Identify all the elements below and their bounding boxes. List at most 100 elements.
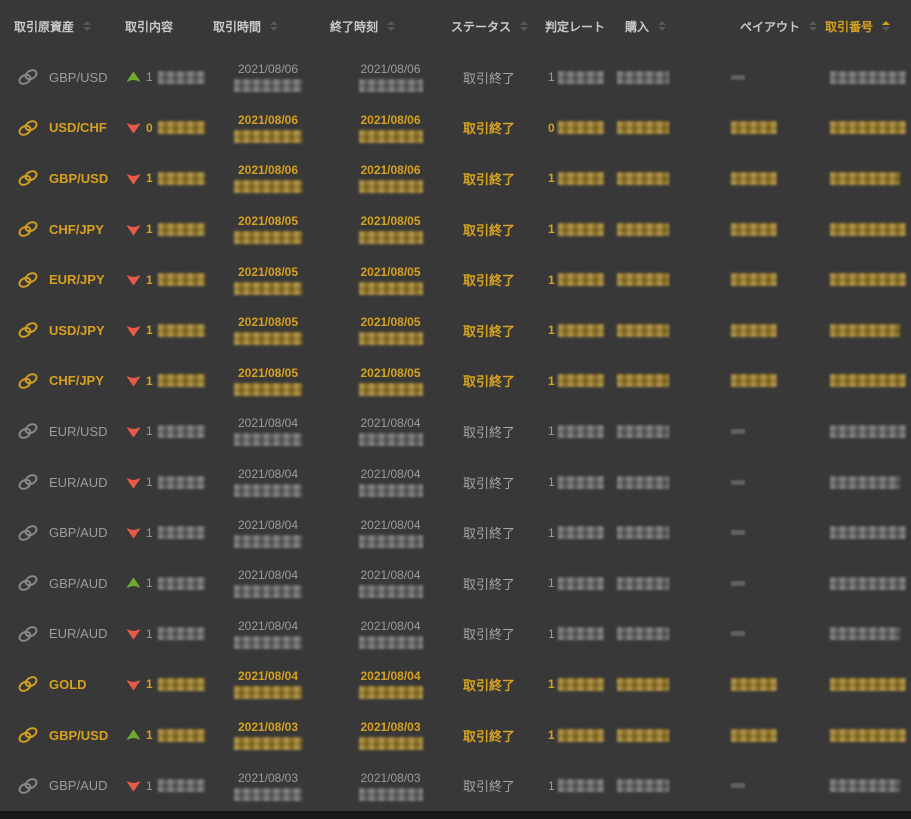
currency-pair-icon [18,322,38,339]
sort-icon[interactable] [270,21,279,31]
redacted-value [830,526,906,540]
redacted-value [830,222,906,236]
trade-content-cell: 1 [118,778,205,793]
payout-cell [725,428,820,434]
end-time-cell: 2021/08/06 [323,62,445,93]
sort-icon[interactable] [83,21,92,31]
table-row: CHF/JPY 1 2021/08/05 2021/08/05 取引終了 1 [0,204,911,255]
trade-time-cell: 2021/08/04 [205,669,323,700]
redacted-time [234,787,302,801]
payout-cell [725,580,820,586]
trade-date: 2021/08/04 [237,517,299,532]
content-rate-prefix: 1 [146,222,153,237]
asset-cell: GBP/USD [0,68,118,86]
sort-icon[interactable] [387,21,396,31]
content-rate-prefix: 1 [146,323,153,338]
asset-label: GBP/USD [49,69,108,85]
redacted-value [157,273,205,287]
redacted-value [830,374,906,388]
redacted-value [830,171,900,185]
column-header-label: ペイアウト [740,19,801,34]
column-header-payout[interactable]: ペイアウト [725,18,820,35]
redacted-time [234,534,302,548]
content-rate-prefix: 1 [146,626,153,641]
redacted-value [157,475,205,489]
asset-cell: GOLD [0,675,118,693]
redacted-time [234,231,302,245]
rate-prefix: 1 [548,576,555,591]
down-arrow-icon [127,376,140,387]
redacted-value [617,374,669,388]
sort-icon-active-asc[interactable] [882,21,891,31]
trade-number-cell [820,526,911,540]
trade-date: 2021/08/04 [237,568,299,583]
sort-icon[interactable] [658,21,667,31]
content-rate-prefix: 1 [146,475,153,490]
trade-time-cell: 2021/08/04 [205,518,323,548]
trade-content-cell: 1 [118,424,205,439]
redacted-value [617,222,669,236]
rate-prefix: 1 [548,272,555,287]
status-cell: 取引終了 [445,118,540,137]
trade-date: 2021/08/05 [237,264,299,279]
asset-label: GBP/AUD [49,778,108,794]
redacted-time [234,433,302,447]
redacted-value [557,323,604,337]
payout-cell [725,171,820,185]
content-rate-prefix: 1 [146,373,153,388]
column-header-label: 取引時間 [213,19,262,34]
content-rate-prefix: 1 [146,525,153,540]
status-cell: 取引終了 [445,726,540,745]
asset-label: CHF/JPY [49,221,104,237]
trade-time-cell: 2021/08/04 [205,568,323,599]
column-header-trade-number[interactable]: 取引番号 [820,18,911,35]
bottom-edge-bar [0,811,911,819]
rate-prefix: 1 [548,70,555,85]
end-date: 2021/08/05 [360,264,421,279]
redacted-time [234,281,302,295]
judgment-rate-cell: 1 [540,677,612,691]
table-row: GBP/AUD 1 2021/08/03 2021/08/03 取引終了 1 [0,760,911,811]
status-label: 取引終了 [463,779,516,795]
status-label: 取引終了 [463,728,516,744]
column-header-status[interactable]: ステータス [445,18,540,35]
redacted-value [731,374,777,388]
end-time-cell: 2021/08/04 [323,669,445,700]
status-cell: 取引終了 [445,776,540,795]
end-time-cell: 2021/08/04 [323,568,445,599]
sort-icon[interactable] [809,21,818,31]
judgment-rate-cell: 1 [540,323,612,337]
redacted-time [234,332,302,346]
status-label: 取引終了 [463,121,516,137]
column-header-purchase[interactable]: 購入 [612,18,725,35]
column-header-trade-time[interactable]: 取引時間 [205,18,323,35]
trade-content-cell: 1 [118,70,205,85]
asset-label: GBP/AUD [49,575,108,591]
sort-icon[interactable] [520,21,529,31]
redacted-value [731,323,777,337]
redacted-time [358,787,423,801]
redacted-value [157,779,205,793]
asset-cell: USD/CHF [0,119,118,137]
redacted-value [830,323,900,337]
payout-cell [725,479,820,485]
trade-number-cell [820,677,911,691]
asset-label: GBP/AUD [49,525,108,541]
status-label: 取引終了 [463,323,516,339]
trade-content-cell: 1 [118,728,205,743]
asset-cell: GBP/USD [0,169,118,187]
column-header-label: ステータス [451,19,512,34]
column-header-end-time[interactable]: 終了時刻 [323,18,445,35]
purchase-cell [612,323,725,337]
content-rate-prefix: 1 [146,70,153,85]
purchase-cell [612,576,725,590]
payout-cell [725,631,820,637]
payout-empty-dash [731,631,745,637]
end-date: 2021/08/06 [360,62,421,77]
status-cell: 取引終了 [445,574,540,593]
column-header-asset[interactable]: 取引原資産 [0,18,118,35]
redacted-value [157,627,205,641]
purchase-cell [612,222,725,236]
redacted-value [557,526,604,540]
